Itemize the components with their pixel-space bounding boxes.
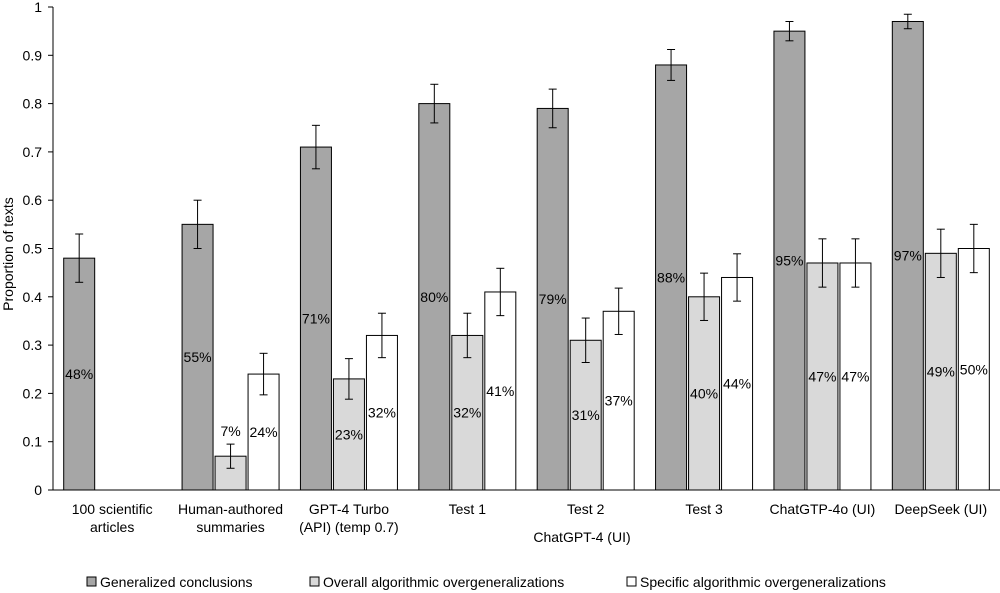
x-category-label: DeepSeek (UI) [895, 501, 988, 517]
data-label: 48% [65, 366, 93, 382]
x-category-label: articles [90, 519, 134, 535]
data-label: 95% [775, 253, 803, 269]
x-category-label: GPT-4 Turbo [309, 501, 389, 517]
legend-label: Specific algorithmic overgeneralizations [640, 574, 886, 590]
y-tick-label: 0.3 [23, 337, 43, 353]
legend-swatch [626, 576, 637, 587]
legend-label: Generalized conclusions [100, 574, 253, 590]
data-label: 32% [368, 405, 396, 421]
y-tick-label: 0.6 [23, 192, 43, 208]
data-label: 55% [184, 349, 212, 365]
data-labels: 48% 55% 71% 80% 79% 88% 95% 97% 7% 23% 32% 31% 40% 47… [65, 248, 988, 443]
x-category-label: Test 3 [685, 501, 723, 517]
group-label: ChatGPT-4 (UI) [533, 529, 630, 545]
data-label: 32% [453, 405, 481, 421]
bar [602, 310, 635, 491]
data-label: 37% [605, 393, 633, 409]
x-category-label: Human-authored [178, 501, 283, 517]
y-tick-label: 0.4 [23, 289, 43, 305]
y-tick-label: 0.5 [23, 241, 43, 257]
bars [63, 20, 990, 491]
data-label: 79% [539, 291, 567, 307]
data-label: 23% [335, 426, 363, 442]
bar [773, 30, 806, 491]
data-label: 80% [420, 289, 448, 305]
data-label: 31% [572, 407, 600, 423]
bar [63, 257, 96, 491]
legend-swatch [86, 576, 97, 587]
bar [957, 248, 990, 491]
data-label: 41% [486, 383, 514, 399]
bar [484, 291, 517, 491]
x-category-label: (API) (temp 0.7) [299, 519, 399, 535]
x-category-label: summaries [196, 519, 264, 535]
bar [891, 20, 924, 491]
bar [365, 334, 398, 491]
y-axis: 0 0.1 0.2 0.3 0.4 0.5 0.6 0.7 0.8 0.9 1 [23, 0, 54, 498]
y-tick-label: 1 [34, 0, 42, 15]
bar [569, 339, 602, 491]
legend-swatch [309, 576, 320, 587]
error-bars [75, 13, 978, 469]
y-axis-title: Proportion of texts [0, 197, 16, 311]
data-label: 47% [808, 368, 836, 384]
data-label: 71% [302, 311, 330, 327]
data-label: 88% [657, 269, 685, 285]
y-tick-label: 0.7 [23, 144, 43, 160]
data-label: 50% [960, 361, 988, 377]
x-category-label: ChatGTP-4o (UI) [770, 501, 876, 517]
bar [451, 334, 484, 491]
x-category-label: 100 scientific [72, 501, 153, 517]
y-tick-label: 0.2 [23, 385, 43, 401]
legend: Generalized conclusions Overall algorithm… [86, 574, 886, 590]
data-label: 97% [894, 248, 922, 264]
data-label: 44% [723, 376, 751, 392]
data-label: 7% [220, 423, 240, 439]
y-tick-label: 0.9 [23, 47, 43, 63]
x-category-label: Test 1 [449, 501, 487, 517]
data-label: 49% [927, 364, 955, 380]
data-label: 40% [690, 385, 718, 401]
x-axis: 100 scientific articles Human-authored summ… [53, 489, 1000, 535]
legend-label: Overall algorithmic overgeneralizations [323, 574, 564, 590]
y-tick-label: 0.1 [23, 434, 43, 450]
y-tick-label: 0 [34, 482, 42, 498]
x-category-label: Test 2 [567, 501, 605, 517]
data-label: 47% [841, 368, 869, 384]
y-tick-label: 0.8 [23, 96, 43, 112]
data-label: 24% [250, 424, 278, 440]
